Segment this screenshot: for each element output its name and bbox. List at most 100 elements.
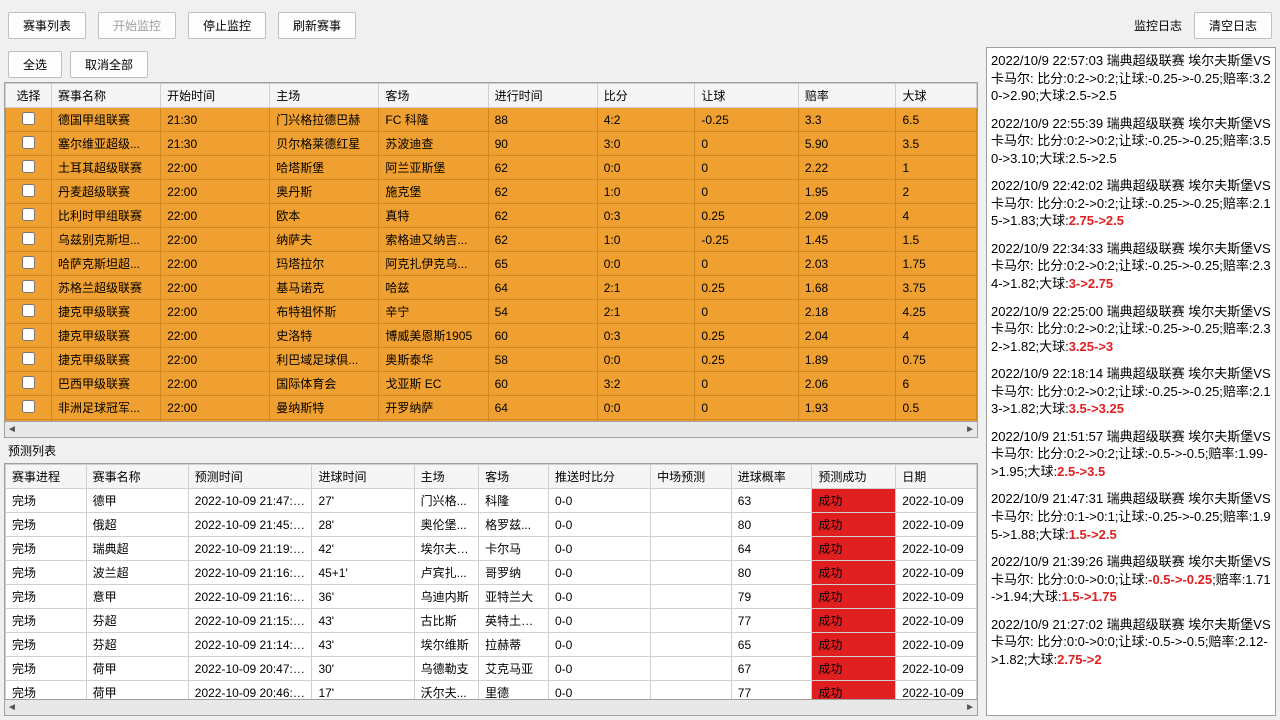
row-checkbox[interactable] <box>22 304 35 317</box>
match-cell: 纳萨夫 <box>270 228 379 252</box>
match-cell: 62 <box>488 156 597 180</box>
match-col-header[interactable]: 开始时间 <box>161 84 270 108</box>
match-row[interactable]: 乌兹别克斯坦...22:00纳萨夫索格迪又纳吉...621:0-0.251.45… <box>6 228 977 252</box>
prediction-row[interactable]: 完场芬超2022-10-09 21:14:4643'埃尔维斯拉赫蒂0-065成功… <box>6 633 977 657</box>
pred-cell: 成功 <box>812 489 896 513</box>
row-checkbox[interactable] <box>22 208 35 221</box>
match-row[interactable]: 丹麦超级联赛22:00奥丹斯施克堡621:001.952 <box>6 180 977 204</box>
row-checkbox[interactable] <box>22 184 35 197</box>
match-col-header[interactable]: 赔率 <box>798 84 896 108</box>
match-col-header[interactable]: 赛事名称 <box>51 84 160 108</box>
match-row[interactable]: 捷克甲级联赛22:00史洛特博威美恩斯1905600:30.252.044 <box>6 324 977 348</box>
pred-col-header[interactable]: 进球时间 <box>312 465 414 489</box>
match-cell: 捷克甲级联赛 <box>51 324 160 348</box>
prediction-row[interactable]: 完场荷甲2022-10-09 20:46:1317'沃尔夫...里德0-077成… <box>6 681 977 701</box>
pred-cell: 成功 <box>812 633 896 657</box>
pred-cell: 完场 <box>6 681 87 701</box>
match-row[interactable]: 哈萨克斯坦超...22:00玛塔拉尔阿克扎伊克乌...650:002.031.7… <box>6 252 977 276</box>
prediction-row[interactable]: 完场瑞典超2022-10-09 21:19:1742'埃尔夫斯堡卡尔马0-064… <box>6 537 977 561</box>
pred-col-header[interactable]: 预测成功 <box>812 465 896 489</box>
pred-col-header[interactable]: 主场 <box>414 465 479 489</box>
match-cell <box>6 108 52 132</box>
pred-col-header[interactable]: 进球概率 <box>731 465 812 489</box>
match-row[interactable]: 印度超级联赛22:00海德拉巴 FC孟买城市610:10.252.031.5 <box>6 420 977 423</box>
match-cell: 62 <box>488 228 597 252</box>
match-cell: 2.09 <box>798 204 896 228</box>
match-col-header[interactable]: 选择 <box>6 84 52 108</box>
pred-cell: 42' <box>312 537 414 561</box>
match-cell: 6.5 <box>896 108 977 132</box>
pred-col-header[interactable]: 中场预测 <box>651 465 732 489</box>
match-row[interactable]: 土耳其超级联赛22:00哈塔斯堡阿兰亚斯堡620:002.221 <box>6 156 977 180</box>
match-cell: 2.04 <box>798 324 896 348</box>
prediction-row[interactable]: 完场德甲2022-10-09 21:47:4627'门兴格...科隆0-063成… <box>6 489 977 513</box>
pred-cell: 27' <box>312 489 414 513</box>
match-cell: 60 <box>488 324 597 348</box>
h-scrollbar-2[interactable]: ◄► <box>4 700 978 716</box>
pred-col-header[interactable]: 预测时间 <box>188 465 312 489</box>
match-cell <box>6 372 52 396</box>
row-checkbox[interactable] <box>22 280 35 293</box>
pred-cell: 俄超 <box>86 513 188 537</box>
pred-cell: 2022-10-09 <box>896 585 977 609</box>
pred-cell: 2022-10-09 <box>896 657 977 681</box>
match-col-header[interactable]: 大球 <box>896 84 977 108</box>
match-cell: 65 <box>488 252 597 276</box>
row-checkbox[interactable] <box>22 136 35 149</box>
prediction-row[interactable]: 完场荷甲2022-10-09 20:47:0130'乌德勒支艾克马亚0-067成… <box>6 657 977 681</box>
clear-log-button[interactable]: 清空日志 <box>1194 12 1272 39</box>
match-col-header[interactable]: 让球 <box>695 84 798 108</box>
match-cell: 22:00 <box>161 324 270 348</box>
match-row[interactable]: 捷克甲级联赛22:00布特祖怀斯辛宁542:102.184.25 <box>6 300 977 324</box>
match-col-header[interactable]: 主场 <box>270 84 379 108</box>
match-row[interactable]: 非洲足球冠军...22:00曼纳斯特开罗纳萨640:001.930.5 <box>6 396 977 420</box>
match-col-header[interactable]: 比分 <box>597 84 695 108</box>
match-row[interactable]: 塞尔维亚超级...21:30贝尔格莱德红星苏波迪查903:005.903.5 <box>6 132 977 156</box>
match-cell: 0:0 <box>597 252 695 276</box>
row-checkbox[interactable] <box>22 256 35 269</box>
row-checkbox[interactable] <box>22 112 35 125</box>
match-row[interactable]: 巴西甲级联赛22:00国际体育会戈亚斯 EC603:202.066 <box>6 372 977 396</box>
match-row[interactable]: 比利时甲组联赛22:00欧本真特620:30.252.094 <box>6 204 977 228</box>
prediction-table-container[interactable]: 赛事进程赛事名称预测时间进球时间主场客场推送时比分中场预测进球概率预测成功日期 … <box>4 463 978 700</box>
match-row[interactable]: 苏格兰超级联赛22:00基马诺克哈兹642:10.251.683.75 <box>6 276 977 300</box>
match-list-button[interactable]: 赛事列表 <box>8 12 86 39</box>
log-title: 监控日志 <box>1134 17 1182 34</box>
row-checkbox[interactable] <box>22 328 35 341</box>
pred-col-header[interactable]: 日期 <box>896 465 977 489</box>
deselect-all-button[interactable]: 取消全部 <box>70 51 148 78</box>
row-checkbox[interactable] <box>22 400 35 413</box>
log-area[interactable]: 2022/10/9 22:57:03 瑞典超级联赛 埃尔夫斯堡VS卡马尔: 比分… <box>986 47 1276 716</box>
row-checkbox[interactable] <box>22 376 35 389</box>
select-all-button[interactable]: 全选 <box>8 51 62 78</box>
pred-cell: 门兴格... <box>414 489 479 513</box>
match-cell: 4 <box>896 324 977 348</box>
prediction-row[interactable]: 完场波兰超2022-10-09 21:16:3945+1'卢宾扎...哥罗纳0-… <box>6 561 977 585</box>
pred-col-header[interactable]: 客场 <box>479 465 549 489</box>
match-row[interactable]: 德国甲组联赛21:30门兴格拉德巴赫FC 科隆884:2-0.253.36.5 <box>6 108 977 132</box>
refresh-match-button[interactable]: 刷新赛事 <box>278 12 356 39</box>
row-checkbox[interactable] <box>22 232 35 245</box>
pred-cell: 36' <box>312 585 414 609</box>
match-cell: 4 <box>896 204 977 228</box>
pred-cell: 完场 <box>6 609 87 633</box>
h-scrollbar[interactable]: ◄► <box>4 422 978 438</box>
pred-col-header[interactable]: 赛事进程 <box>6 465 87 489</box>
match-cell: 土耳其超级联赛 <box>51 156 160 180</box>
prediction-row[interactable]: 完场芬超2022-10-09 21:15:3343'古比斯英特土尔库0-077成… <box>6 609 977 633</box>
row-checkbox[interactable] <box>22 160 35 173</box>
match-table-container[interactable]: 选择赛事名称开始时间主场客场进行时间比分让球赔率大球 德国甲组联赛21:30门兴… <box>4 82 978 422</box>
pred-col-header[interactable]: 赛事名称 <box>86 465 188 489</box>
pred-cell: 0-0 <box>548 561 650 585</box>
stop-monitor-button[interactable]: 停止监控 <box>188 12 266 39</box>
prediction-row[interactable]: 完场意甲2022-10-09 21:16:1936'乌迪内斯亚特兰大0-079成… <box>6 585 977 609</box>
row-checkbox[interactable] <box>22 352 35 365</box>
match-col-header[interactable]: 进行时间 <box>488 84 597 108</box>
match-row[interactable]: 捷克甲级联赛22:00利巴域足球俱...奥斯泰华580:00.251.890.7… <box>6 348 977 372</box>
pred-col-header[interactable]: 推送时比分 <box>548 465 650 489</box>
prediction-row[interactable]: 完场俄超2022-10-09 21:45:3828'奥伦堡...格罗兹...0-… <box>6 513 977 537</box>
match-cell <box>6 420 52 423</box>
match-cell: 2.03 <box>798 252 896 276</box>
match-cell: 4.25 <box>896 300 977 324</box>
match-col-header[interactable]: 客场 <box>379 84 488 108</box>
